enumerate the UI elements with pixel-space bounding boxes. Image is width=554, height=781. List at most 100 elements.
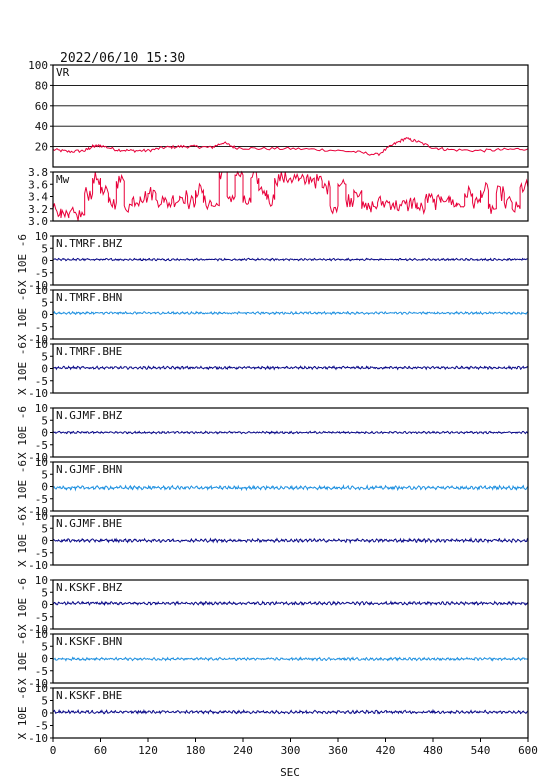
y-tick-label: 80 <box>35 79 48 92</box>
panel-label: N.TMRF.BHZ <box>56 237 123 250</box>
y-tick-label: 0 <box>41 363 48 376</box>
y-tick-label: 10 <box>35 574 48 587</box>
y-tick-label: -5 <box>35 375 48 388</box>
waveform-kskf-bhz <box>52 600 529 607</box>
y-tick-label: -10 <box>28 387 48 400</box>
panel-frame <box>52 64 529 168</box>
x-tick-label: 240 <box>233 744 253 757</box>
y-axis-label: X 10E -6 <box>16 288 29 341</box>
y-tick-label: 10 <box>35 402 48 415</box>
y-tick-label: -10 <box>28 451 48 464</box>
x-tick-label: 420 <box>376 744 396 757</box>
y-tick-label: 10 <box>35 628 48 641</box>
y-tick-label: 3.0 <box>28 215 48 228</box>
y-tick-label: -5 <box>35 321 48 334</box>
y-tick-label: 5 <box>41 350 48 363</box>
datetime-header: 2022/06/10 15:30 <box>60 51 185 66</box>
y-tick-label: 0 <box>41 481 48 494</box>
y-tick-label: 5 <box>41 468 48 481</box>
waveform-kskf-bhn <box>52 656 529 662</box>
panel-label: N.TMRF.BHN <box>56 291 122 304</box>
y-axis-label: X 10E -6 <box>16 514 29 567</box>
series-mw <box>52 170 529 221</box>
y-tick-label: 3.4 <box>28 191 48 204</box>
y-tick-label: -10 <box>28 623 48 636</box>
y-tick-label: 10 <box>35 456 48 469</box>
y-tick-label: 10 <box>35 682 48 695</box>
waveform-gjmf-bhz <box>52 430 529 435</box>
panel-frame <box>52 289 529 340</box>
y-tick-label: 5 <box>41 242 48 255</box>
x-axis: 0 60 120 180 240 300 360 420 480 540 600 <box>50 738 538 757</box>
panel-vr: 100 80 60 40 20 VR <box>28 59 529 168</box>
panel-label: N.TMRF.BHE <box>56 345 122 358</box>
panel-label: Mw <box>56 173 70 186</box>
waveform-tmrf-bhe <box>52 364 529 371</box>
waveform-tmrf-bhn <box>52 310 529 316</box>
y-tick-label: 0 <box>41 535 48 548</box>
y-tick-label: 0 <box>41 599 48 612</box>
y-axis-label: X 10E -6 <box>16 632 29 685</box>
y-axis-label: X 10E -6 <box>16 234 29 287</box>
y-tick-label: 100 <box>28 59 48 72</box>
x-tick-label: 540 <box>471 744 491 757</box>
y-tick-label: 0 <box>41 653 48 666</box>
y-tick-label: 20 <box>35 141 48 154</box>
panel-mw: 3.83.63.43.23.0 Mw <box>28 166 529 228</box>
x-tick-label: 300 <box>281 744 301 757</box>
panel-label: N.KSKF.BHE <box>56 689 122 702</box>
y-axis-label: X 10E -6 <box>16 406 29 459</box>
y-tick-label: 0 <box>41 255 48 268</box>
y-tick-label: -10 <box>28 279 48 292</box>
y-tick-label: 0 <box>41 707 48 720</box>
y-tick-label: -5 <box>35 665 48 678</box>
y-tick-label: 10 <box>35 510 48 523</box>
panel-label: N.GJMF.BHE <box>56 517 122 530</box>
y-tick-label: -10 <box>28 333 48 346</box>
y-tick-label: 3.2 <box>28 203 48 216</box>
waveform-tmrf-bhz <box>52 257 529 262</box>
y-tick-label: 3.8 <box>28 166 48 179</box>
waveform-kskf-bhe <box>52 708 529 715</box>
y-tick-label: -10 <box>28 559 48 572</box>
x-tick-label: 600 <box>518 744 538 757</box>
y-tick-label: -10 <box>28 732 48 745</box>
x-tick-label: 480 <box>423 744 443 757</box>
panel-label: N.GJMF.BHZ <box>56 409 123 422</box>
y-tick-label: 60 <box>35 100 48 113</box>
y-tick-label: 5 <box>41 522 48 535</box>
series-vr <box>52 137 529 157</box>
x-tick-label: 360 <box>328 744 348 757</box>
y-axis-label: X 10E -6 <box>16 460 29 513</box>
y-tick-label: 5 <box>41 695 48 708</box>
y-tick-label: 40 <box>35 120 48 133</box>
y-tick-label: 0 <box>41 427 48 440</box>
panel-frame <box>52 579 529 630</box>
y-axis-label: X 10E -6 <box>16 687 29 740</box>
waveform-gjmf-bhe <box>52 536 529 545</box>
panel-label: N.GJMF.BHN <box>56 463 122 476</box>
y-axis-label: X 10E -6 <box>16 342 29 395</box>
y-tick-label: -5 <box>35 267 48 280</box>
panels: 10080604020VR3.83.63.43.23.0Mw1050-5-10N… <box>16 59 529 745</box>
y-tick-label: -10 <box>28 677 48 690</box>
panel-label: N.KSKF.BHZ <box>56 581 123 594</box>
y-tick-label: -5 <box>35 493 48 506</box>
panel-frame <box>52 235 529 286</box>
x-tick-label: 120 <box>138 744 158 757</box>
y-tick-label: -5 <box>35 720 48 733</box>
y-tick-label: 5 <box>41 586 48 599</box>
x-tick-label: 180 <box>186 744 206 757</box>
y-tick-label: 10 <box>35 284 48 297</box>
y-tick-label: -5 <box>35 547 48 560</box>
y-tick-label: 10 <box>35 230 48 243</box>
